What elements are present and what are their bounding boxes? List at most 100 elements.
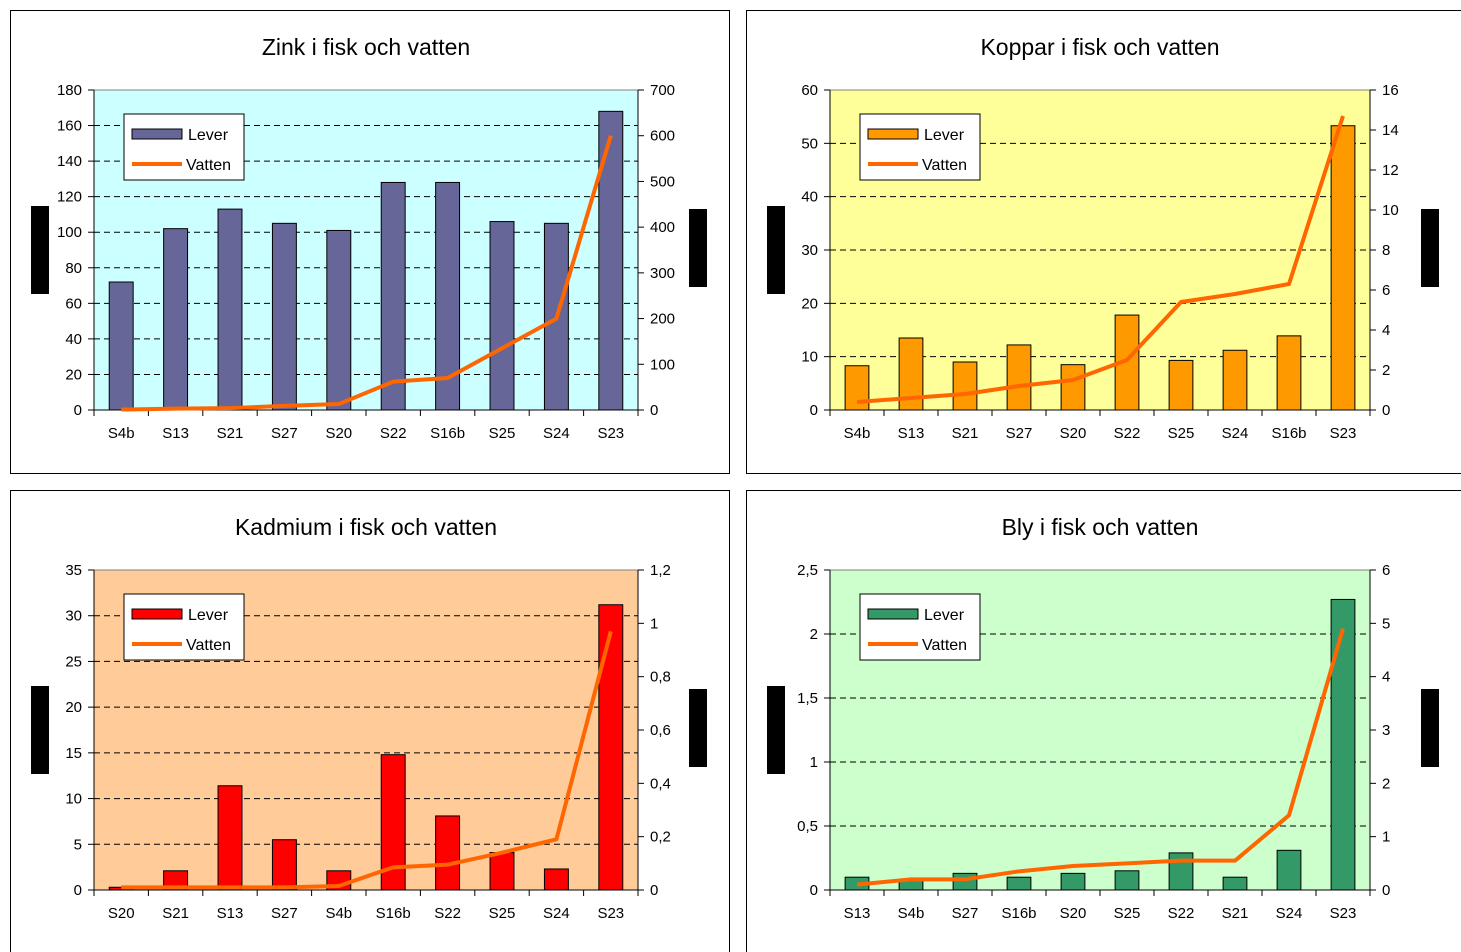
bar-S16b [1006,876,1032,891]
bar-S23 [1330,125,1356,411]
legend-bar-swatch [131,128,183,140]
y-tick-label: 20 [65,366,82,383]
y2-tick-label: 6 [1382,282,1390,299]
x-tick-label: S4b [325,905,352,922]
bar-S20 [1060,364,1086,411]
y2-tick-label: 8 [1382,242,1390,259]
redacted-left-axis-title [767,206,785,294]
y2-tick-label: 1,2 [650,562,671,579]
x-tick-label: S24 [1222,425,1249,442]
y-tick-label: 80 [65,260,82,277]
x-tick-label: S23 [1330,905,1357,922]
legend-label-vatten: Vatten [186,637,231,654]
bar-S24 [543,868,569,891]
bar-S21 [217,208,243,411]
legend [859,113,981,181]
bar-S13 [163,228,189,411]
y2-tick-label: 4 [1382,322,1390,339]
x-tick-label: S16b [430,425,465,442]
y-tick-label: 20 [65,699,82,716]
x-tick-label: S4b [844,425,871,442]
y2-tick-label: 0,8 [650,669,671,686]
y2-tick-label: 5 [1382,615,1390,632]
redacted-left-axis-title [31,686,49,774]
bar-S25 [489,221,515,411]
bar-S21 [1222,876,1248,891]
y-tick-label: 0 [810,402,818,419]
y-tick-label: 120 [57,189,82,206]
chart-svg: Koppar i fisk och vatten 0 10 20 30 40 50 60 0 2 4… [767,34,1439,442]
y-tick-label: 160 [57,118,82,135]
x-tick-label: S22 [380,425,407,442]
x-tick-label: S13 [162,425,189,442]
bar-S25 [489,852,515,891]
y-tick-label: 0 [810,882,818,899]
y-tick-label: 35 [65,562,82,579]
redacted-left-axis-title [31,206,49,294]
x-tick-label: S21 [162,905,189,922]
y-tick-label: 60 [801,82,818,99]
x-tick-label: S13 [217,905,244,922]
y2-tick-label: 0 [1382,402,1390,419]
chart-svg: Zink i fisk och vatten 0 20 40 60 80 100 120 140… [31,34,707,442]
x-tick-label: S27 [271,905,298,922]
x-tick-label: S22 [1114,425,1141,442]
chart-panel-bly: Bly i fisk och vatten 0 0,5 1 1,5 2 2,5 0 1 2 3 4 5 6… [746,490,1461,952]
y2-tick-label: 0,2 [650,829,671,846]
y2-tick-label: 1 [650,615,658,632]
x-tick-label: S21 [217,425,244,442]
chart-svg: Bly i fisk och vatten 0 0,5 1 1,5 2 2,5 0 1 2 3 4 5 6… [767,514,1439,922]
legend-label-vatten: Vatten [186,157,231,174]
y-tick-label: 40 [801,189,818,206]
y2-tick-label: 16 [1382,82,1399,99]
redacted-right-axis-title [1421,209,1439,287]
legend-label-lever: Lever [924,607,965,624]
y2-tick-label: 14 [1382,122,1399,139]
y2-tick-label: 200 [650,311,675,328]
y-tick-label: 30 [801,242,818,259]
x-tick-label: S20 [1060,905,1087,922]
bar-S20 [1060,872,1086,891]
line-series-vatten [121,630,613,890]
bar-S21 [952,361,978,411]
y-tick-label: 10 [65,791,82,808]
line-series-vatten [121,135,613,412]
y2-tick-label: 400 [650,219,675,236]
bar-S16b [380,754,406,891]
redacted-left-axis-title [767,686,785,774]
legend-label-lever: Lever [924,127,965,144]
bar-S22 [1168,852,1194,891]
x-tick-label: S24 [543,905,570,922]
y-tick-label: 0,5 [797,818,818,835]
y-tick-label: 40 [65,331,82,348]
y-tick-label: 50 [801,135,818,152]
chart-panel-koppar: Koppar i fisk och vatten 0 10 20 30 40 50 60 0 2 4… [746,10,1461,474]
y-tick-label: 5 [74,836,82,853]
y2-tick-label: 0,6 [650,722,671,739]
bar-S22 [435,815,461,891]
legend-label-lever: Lever [188,607,229,624]
x-tick-label: S24 [543,425,570,442]
legend [123,113,245,181]
y2-tick-label: 500 [650,173,675,190]
y-tick-label: 60 [65,295,82,312]
y2-tick-label: 6 [1382,562,1390,579]
legend-label-vatten: Vatten [922,157,967,174]
x-tick-label: S16b [1001,905,1036,922]
chart-title: Bly i fisk och vatten [1002,514,1199,540]
legend-bar-swatch [867,608,919,620]
y-tick-label: 2,5 [797,562,818,579]
y2-tick-label: 4 [1382,669,1390,686]
bar-S13 [898,337,924,411]
x-tick-label: S4b [898,905,925,922]
y2-tick-label: 0 [650,882,658,899]
bar-S27 [952,872,978,891]
bar-S13 [217,785,243,891]
bar-S4b [108,281,134,411]
x-tick-label: S23 [1330,425,1357,442]
legend [123,593,245,661]
y2-tick-label: 0,4 [650,775,671,792]
bar-S27 [1006,344,1032,411]
x-tick-label: S27 [1006,425,1033,442]
x-tick-label: S16b [376,905,411,922]
